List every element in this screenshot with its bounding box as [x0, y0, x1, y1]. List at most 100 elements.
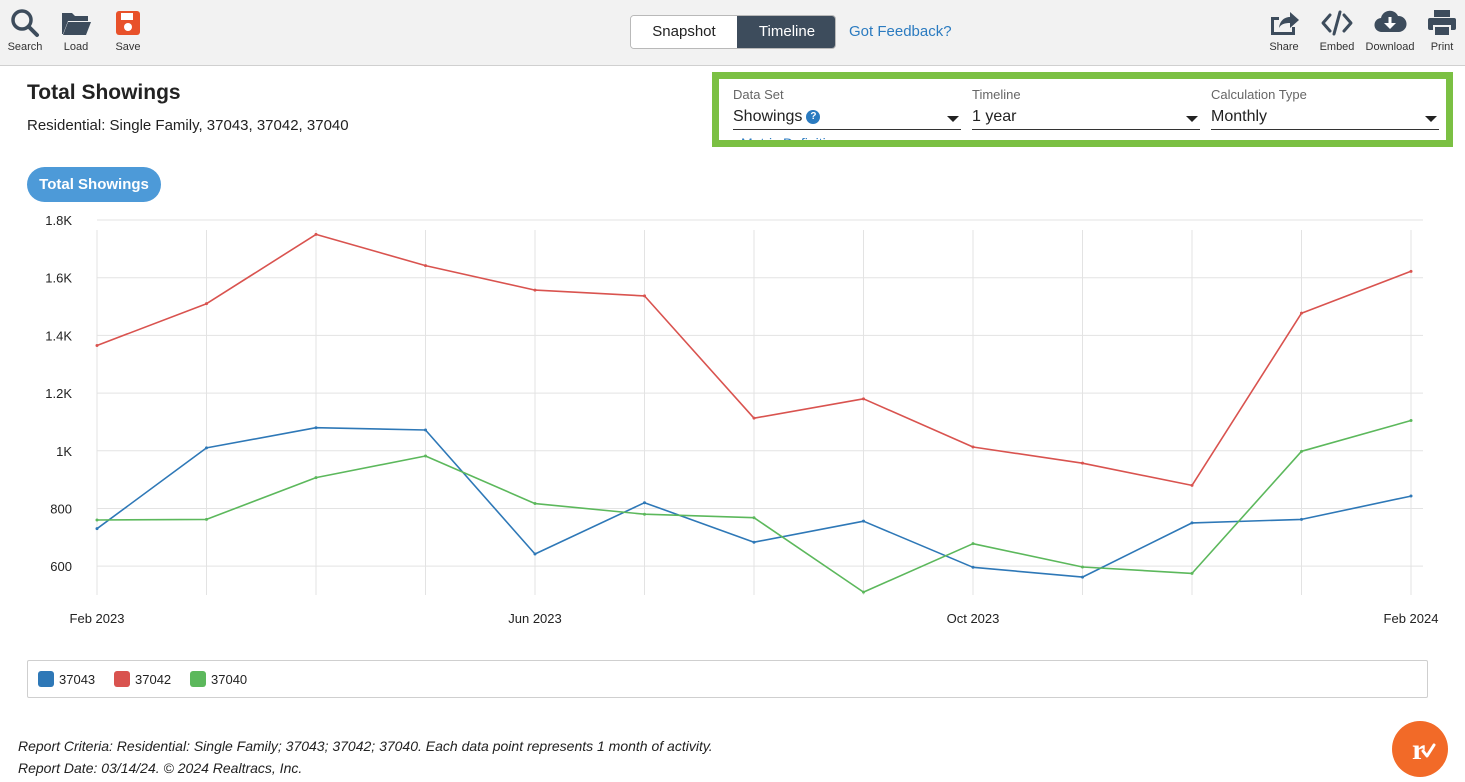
data-point-37042 [533, 288, 537, 292]
page-title: Total Showings [27, 81, 181, 104]
data-point-37040 [643, 512, 646, 516]
print-button[interactable]: Print [1417, 8, 1465, 53]
data-point-37040 [424, 454, 427, 458]
data-point-37042 [971, 445, 975, 449]
share-button[interactable]: Share [1259, 8, 1309, 53]
cloud-download-icon [1374, 10, 1407, 33]
legend-swatch [38, 671, 54, 687]
report-subtitle: Residential: Single Family, 37043, 37042… [27, 117, 349, 134]
data-set-control: Data Set Showings? [733, 87, 961, 130]
calculation-type-value: Monthly [1211, 108, 1268, 125]
chevron-down-icon [1425, 116, 1437, 122]
showings-line-chart: 600 800 1K 1.2K 1.4K 1.6K 1.8K Feb 2023 Jun 2023… [45, 215, 1439, 626]
y-tick-label: 1.4K [45, 328, 72, 343]
legend-item-37043[interactable]: 37043 [38, 671, 95, 689]
x-tick-label: Feb 2023 [70, 611, 125, 626]
data-point-37040 [862, 590, 865, 594]
metric-definitions-link[interactable]: Metric Definitions [741, 135, 849, 147]
save-button[interactable]: Save [103, 8, 153, 53]
data-point-37040 [1190, 571, 1194, 575]
data-point-37040 [752, 516, 756, 520]
data-point-37042 [95, 343, 99, 347]
timeline-tab[interactable]: Timeline [737, 16, 835, 48]
y-tick-label: 800 [50, 501, 72, 516]
timeline-control: Timeline 1 year [972, 87, 1200, 130]
help-icon[interactable]: ? [806, 110, 821, 124]
download-button[interactable]: Download [1365, 8, 1415, 53]
data-point-37043 [95, 527, 99, 531]
data-point-37043 [862, 519, 865, 523]
data-point-37043 [752, 540, 756, 544]
folder-open-icon [62, 13, 91, 35]
data-point-37042 [752, 416, 756, 420]
realtracs-logo-icon: r [1412, 733, 1436, 766]
calculation-type-control: Calculation Type Monthly [1211, 87, 1439, 130]
report-controls: Data Set Showings? Timeline 1 year Calcu… [712, 72, 1453, 147]
timeline-select[interactable]: 1 year [972, 108, 1200, 130]
legend-item-37040[interactable]: 37040 [190, 671, 247, 689]
legend-label: 37040 [211, 672, 248, 687]
report-criteria: Report Criteria: Residential: Single Fam… [18, 738, 713, 754]
y-tick-label: 1.6K [45, 271, 72, 286]
legend-swatch [114, 671, 130, 687]
data-point-37043 [205, 446, 208, 450]
data-point-37043 [533, 552, 537, 556]
y-tick-label: 600 [50, 559, 72, 574]
total-showings-pill[interactable]: Total Showings [27, 167, 161, 202]
legend-swatch [190, 671, 206, 687]
calculation-type-label: Calculation Type [1211, 87, 1307, 102]
snapshot-tab[interactable]: Snapshot [631, 16, 737, 48]
printer-icon [1428, 10, 1456, 37]
data-point-37042 [862, 397, 865, 401]
y-tick-label: 1.8K [45, 215, 72, 228]
feedback-link[interactable]: Got Feedback? [849, 23, 952, 40]
toolbar: Search Load Save Snapshot Timeline Got F… [0, 0, 1465, 66]
share-icon [1271, 12, 1299, 35]
save-icon [116, 11, 140, 35]
x-tick-label: Oct 2023 [947, 611, 1000, 626]
load-label: Load [63, 41, 89, 53]
data-point-37042 [1081, 461, 1084, 465]
legend-item-37042[interactable]: 37042 [114, 671, 171, 689]
data-point-37043 [1409, 494, 1413, 498]
data-point-37042 [643, 294, 646, 298]
data-point-37043 [1300, 517, 1303, 521]
search-button[interactable]: Search [0, 8, 50, 53]
code-icon [1321, 10, 1353, 36]
data-set-value: Showings [733, 108, 803, 125]
view-toggle: Snapshot Timeline [630, 15, 836, 49]
x-tick-label: Feb 2024 [1384, 611, 1439, 626]
data-point-37043 [424, 428, 427, 432]
data-point-37043 [643, 501, 646, 505]
print-label: Print [1430, 41, 1454, 53]
timeline-value: 1 year [972, 108, 1017, 125]
embed-label: Embed [1319, 41, 1355, 53]
data-point-37042 [1190, 483, 1194, 487]
data-point-37043 [314, 426, 318, 430]
data-point-37040 [1081, 565, 1084, 569]
search-label: Search [7, 41, 43, 53]
legend-label: 37043 [59, 672, 96, 687]
data-point-37040 [95, 518, 99, 522]
load-button[interactable]: Load [51, 8, 101, 53]
data-point-37040 [1300, 449, 1303, 453]
y-tick-label: 1.2K [45, 386, 72, 401]
data-point-37042 [314, 232, 318, 236]
data-point-37043 [971, 565, 975, 569]
chart-legend: 37043 37042 37040 [27, 660, 1428, 698]
data-point-37042 [1300, 311, 1303, 315]
share-label: Share [1269, 41, 1299, 53]
embed-button[interactable]: Embed [1312, 8, 1362, 53]
data-point-37040 [533, 502, 537, 506]
y-tick-label: 1K [56, 444, 72, 459]
data-point-37043 [1190, 521, 1194, 525]
data-point-37040 [205, 517, 208, 521]
search-icon [11, 9, 39, 37]
realtracs-help-button[interactable]: r [1392, 721, 1448, 777]
data-set-select[interactable]: Showings? [733, 108, 961, 130]
data-point-37040 [314, 476, 318, 480]
download-label: Download [1365, 41, 1415, 53]
svg-text:r: r [1412, 733, 1425, 766]
chevron-down-icon [1186, 116, 1198, 122]
calculation-type-select[interactable]: Monthly [1211, 108, 1439, 130]
